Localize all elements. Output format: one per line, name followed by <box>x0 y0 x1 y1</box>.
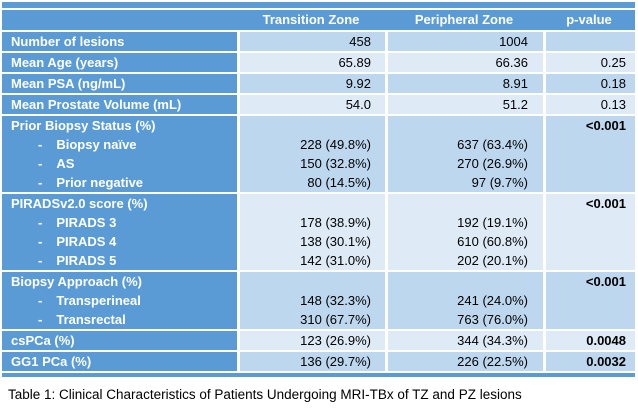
tz-value-cell: 136 (29.7%) <box>237 352 385 371</box>
tz-value-cell: 178 (38.9%) 138 (30.1%) 142 (31.0%) <box>237 194 385 270</box>
tz-value-cell: 9.92 <box>237 74 385 93</box>
sub-row-label: - Biopsy naïve <box>2 135 237 154</box>
dash-bullet: - <box>38 175 43 190</box>
row-label: csPCa (%) <box>11 333 75 348</box>
table-section-prior-biopsy-status: Prior Biopsy Status (%) - Biopsy naïve -A… <box>2 116 635 192</box>
sub-row-label: - Prior negative <box>2 173 237 192</box>
sub-row-label: - PIRADS 4 <box>2 232 237 251</box>
table-row-mean-psa: Mean PSA (ng/mL) 9.92 8.91 0.18 <box>2 74 635 93</box>
column-header-empty <box>2 10 237 30</box>
clinical-characteristics-table: Transition Zone Peripheral Zone p-value … <box>2 2 635 377</box>
tz-value-cell: 65.89 <box>237 53 385 72</box>
p-value-cell: 0.13 <box>543 95 635 114</box>
p-value-cell: <0.001 <box>543 194 635 270</box>
p-value-cell: 0.0032 <box>543 352 635 371</box>
pz-value-cell: 226 (22.5%) <box>385 352 543 371</box>
table-row-cspca: csPCa (%) 123 (26.9%) 344 (34.3%) 0.0048 <box>2 331 635 350</box>
column-header-peripheral-zone: Peripheral Zone <box>385 10 543 30</box>
dash-bullet: - <box>38 312 43 327</box>
tz-value-cell: 148 (32.3%) 310 (67.7%) <box>237 272 385 329</box>
table-header-row: Transition Zone Peripheral Zone p-value <box>2 10 635 30</box>
pz-value-cell: 192 (19.1%) 610 (60.8%) 202 (20.1%) <box>385 194 543 270</box>
tz-value-cell: 458 <box>237 32 385 51</box>
sub-row-label: - PIRADS 5 <box>2 251 237 270</box>
p-value-cell <box>543 32 635 51</box>
section-label: PIRADSv2.0 score (%) <box>11 196 148 211</box>
row-label: Mean PSA (ng/mL) <box>11 76 126 91</box>
pz-value-cell: 51.2 <box>385 95 543 114</box>
pz-value-cell: 344 (34.3%) <box>385 331 543 350</box>
table-row-gg1-pca: GG1 PCa (%) 136 (29.7%) 226 (22.5%) 0.00… <box>2 352 635 371</box>
sub-row-label: - PIRADS 3 <box>2 213 237 232</box>
tz-value-cell: 123 (26.9%) <box>237 331 385 350</box>
p-value-cell: 0.25 <box>543 53 635 72</box>
dash-bullet: - <box>38 234 43 249</box>
pz-value-cell: 8.91 <box>385 74 543 93</box>
dash-bullet: - <box>38 215 43 230</box>
sub-row-label: - Transperineal <box>2 291 237 310</box>
table-caption: Table 1: Clinical Characteristics of Pat… <box>8 387 522 402</box>
row-label: Number of lesions <box>11 34 125 49</box>
tz-value-cell: 54.0 <box>237 95 385 114</box>
p-value-cell: <0.001 <box>543 272 635 329</box>
table-section-biopsy-approach: Biopsy Approach (%) - Transperineal - Tran… <box>2 272 635 329</box>
pz-value-cell: 66.36 <box>385 53 543 72</box>
table-bottom-border <box>2 373 635 377</box>
row-label: Mean Prostate Volume (mL) <box>11 97 182 112</box>
p-value-cell: 0.0048 <box>543 331 635 350</box>
row-label: GG1 PCa (%) <box>11 354 92 369</box>
pz-value-cell: 1004 <box>385 32 543 51</box>
column-header-p-value: p-value <box>543 10 635 30</box>
section-label: Prior Biopsy Status (%) <box>11 118 156 133</box>
sub-row-label: - AS <box>2 154 237 173</box>
row-label: Mean Age (years) <box>11 55 119 70</box>
table-row-number-of-lesions: Number of lesions 458 1004 <box>2 32 635 51</box>
dash-bullet: - <box>38 156 43 171</box>
p-value-cell: <0.001 <box>543 116 635 192</box>
dash-bullet: - <box>38 253 43 268</box>
dash-bullet: - <box>38 293 43 308</box>
sub-row-label: - Transrectal <box>2 310 237 329</box>
table-top-border <box>2 2 635 8</box>
p-value-cell: 0.18 <box>543 74 635 93</box>
table-row-mean-prostate-volume: Mean Prostate Volume (mL) 54.0 51.2 0.13 <box>2 95 635 114</box>
pz-value-cell: 637 (63.4%) 270 (26.9%) 97 (9.7%) <box>385 116 543 192</box>
table-row-mean-age: Mean Age (years) 65.89 66.36 0.25 <box>2 53 635 72</box>
column-header-transition-zone: Transition Zone <box>237 10 385 30</box>
table-section-pirads-score: PIRADSv2.0 score (%) - PIRADS 3 - PIRADS 4… <box>2 194 635 270</box>
tz-value-cell: 228 (49.8%) 150 (32.8%) 80 (14.5%) <box>237 116 385 192</box>
dash-bullet: - <box>38 137 43 152</box>
section-label: Biopsy Approach (%) <box>11 274 142 289</box>
pz-value-cell: 241 (24.0%) 763 (76.0%) <box>385 272 543 329</box>
